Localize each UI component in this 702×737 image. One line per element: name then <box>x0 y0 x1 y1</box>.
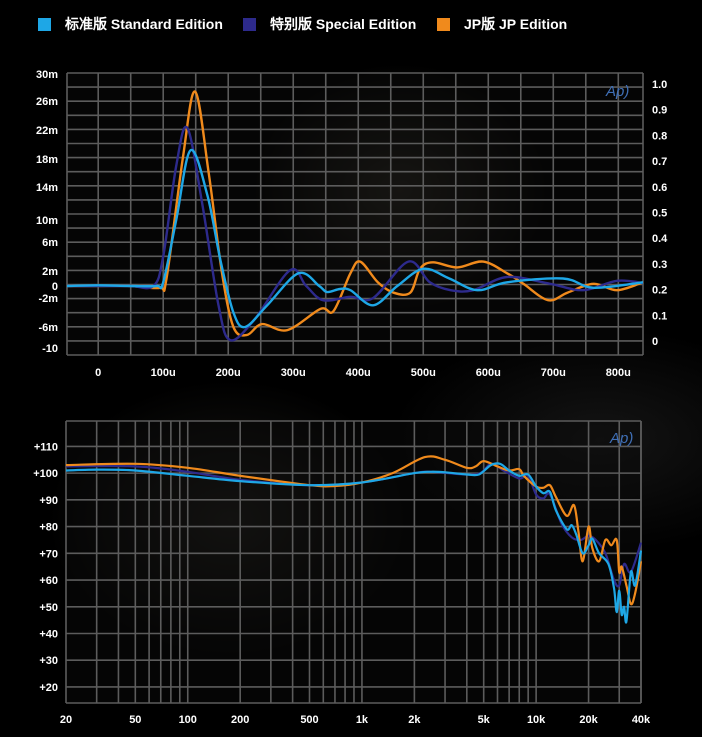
y-tick-label: +100 <box>33 468 58 480</box>
y2-tick-label: 0.1 <box>652 310 667 322</box>
y2-tick-label: 1.0 <box>652 79 667 91</box>
y-tick-label: 10m <box>36 215 58 227</box>
x-tick-label: 1k <box>356 714 369 726</box>
x-tick-label: 2k <box>408 714 421 726</box>
x-tick-label: 40k <box>632 714 651 726</box>
series-line-standard <box>65 462 643 624</box>
y-tick-label: -2m <box>38 293 58 305</box>
legend-label: 特别版 Special Edition <box>270 16 417 32</box>
impulse-chart: 30m26m22m18m14m10m6m2m0-2m-6m-101.00.90.… <box>36 69 668 379</box>
frequency-chart: +110 +100 +90 +80 +70 +60 +50 +40 +30 +20 20 50 100 2… <box>33 420 651 726</box>
x-tick-label: 500 <box>300 714 318 726</box>
y2-tick-label: 0.8 <box>652 130 667 142</box>
y-tick-label: +110 <box>34 441 58 453</box>
y2-tick-label: 0.6 <box>652 182 667 194</box>
y2-tick-label: 0.5 <box>652 208 667 220</box>
x-tick-label: 10k <box>527 714 546 726</box>
legend: 标准版 Standard Edition 特别版 Special Edition… <box>0 14 702 34</box>
x-tick-label: 20 <box>60 714 72 726</box>
x-tick-label: 5k <box>478 714 491 726</box>
x-tick-label: 500u <box>411 367 436 379</box>
y2-tick-label: 0.2 <box>652 285 667 297</box>
y-tick-label: +40 <box>39 629 58 641</box>
y2-tick-label: 0.7 <box>652 156 667 168</box>
y-tick-label: +70 <box>39 548 58 560</box>
legend-item-special[interactable]: 特别版 Special Edition <box>243 14 416 34</box>
y2-tick-label: 0.9 <box>652 105 667 117</box>
y-tick-label: -6m <box>38 322 58 334</box>
y-tick-label: 30m <box>36 69 58 81</box>
legend-item-jp[interactable]: JP版 JP Edition <box>437 14 567 34</box>
series-line-jp <box>66 90 644 337</box>
y-tick-label: +50 <box>39 602 58 614</box>
ap-logo: Ap) <box>605 83 629 100</box>
legend-swatch <box>437 17 450 31</box>
series-line-special <box>66 125 644 342</box>
y-tick-label: +20 <box>39 682 58 694</box>
y-tick-label: 6m <box>42 237 58 249</box>
x-tick-label: 200u <box>216 367 241 379</box>
y-tick-label: +60 <box>39 575 58 587</box>
x-tick-label: 50 <box>129 714 141 726</box>
legend-item-standard[interactable]: 标准版 Standard Edition <box>38 14 223 34</box>
y-tick-label: 18m <box>36 154 58 166</box>
legend-label: 标准版 Standard Edition <box>65 16 223 32</box>
y-tick-label: 22m <box>36 125 58 137</box>
x-tick-label: 800u <box>606 367 631 379</box>
y-tick-label: 0 <box>52 281 58 293</box>
x-tick-label: 200 <box>231 714 249 726</box>
y-tick-label: 14m <box>36 182 58 194</box>
y2-tick-label: 0.4 <box>652 233 668 245</box>
legend-label: JP版 JP Edition <box>464 16 568 32</box>
x-tick-label: 20k <box>579 714 598 726</box>
y-tick-label: 26m <box>36 96 58 108</box>
y-tick-label: -10 <box>42 343 58 355</box>
x-tick-label: 0 <box>95 367 101 379</box>
x-tick-label: 700u <box>541 367 566 379</box>
x-tick-label: 600u <box>476 367 501 379</box>
y2-tick-label: 0.3 <box>652 259 667 271</box>
legend-swatch <box>243 17 256 31</box>
ap-logo: Ap) <box>609 430 633 447</box>
y-tick-label: +90 <box>39 495 58 507</box>
legend-swatch <box>38 17 51 31</box>
x-tick-label: 100u <box>151 367 176 379</box>
y-tick-label: +30 <box>39 655 58 667</box>
y-tick-label: 2m <box>42 266 58 278</box>
series-line-standard <box>66 149 644 329</box>
x-tick-label: 400u <box>346 367 371 379</box>
x-tick-label: 100 <box>179 714 197 726</box>
y2-tick-label: 0 <box>652 336 658 348</box>
x-tick-label: 300u <box>281 367 306 379</box>
y-tick-label: +80 <box>39 522 58 534</box>
